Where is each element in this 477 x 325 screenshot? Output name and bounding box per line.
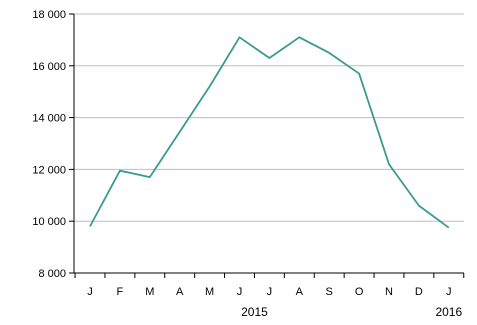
y-tick-label: 14 000: [32, 113, 66, 125]
y-tick-label: 18 000: [32, 9, 66, 21]
x-tick-label: F: [117, 286, 124, 298]
y-tick-label: 12 000: [32, 164, 66, 176]
series-layer: [89, 36, 450, 229]
x-tick-label: O: [355, 286, 364, 298]
axes: [69, 13, 465, 278]
x-tick-label: J: [237, 286, 243, 298]
x-tick-label: S: [326, 286, 333, 298]
x-tick-label: J: [87, 286, 93, 298]
series-line: [89, 36, 450, 229]
year-label: 2016: [435, 305, 462, 319]
y-tick-label: 10 000: [32, 216, 66, 228]
y-tick-label: 16 000: [32, 61, 66, 73]
x-tick-label: J: [446, 286, 452, 298]
x-tick-label: N: [385, 286, 393, 298]
x-tick-label: M: [145, 286, 154, 298]
tick-labels: 8 000 10 000 12 000 14 000 16 000 18 000 J F M A M…: [32, 9, 462, 319]
y-tick-label: 8 000: [38, 268, 66, 280]
x-tick-label: D: [415, 286, 423, 298]
gridlines: [74, 13, 464, 222]
x-tick-label: J: [267, 286, 273, 298]
year-label: 2015: [241, 305, 268, 319]
x-tick-label: M: [205, 286, 214, 298]
x-tick-label: A: [296, 286, 304, 298]
x-tick-label: A: [176, 286, 184, 298]
